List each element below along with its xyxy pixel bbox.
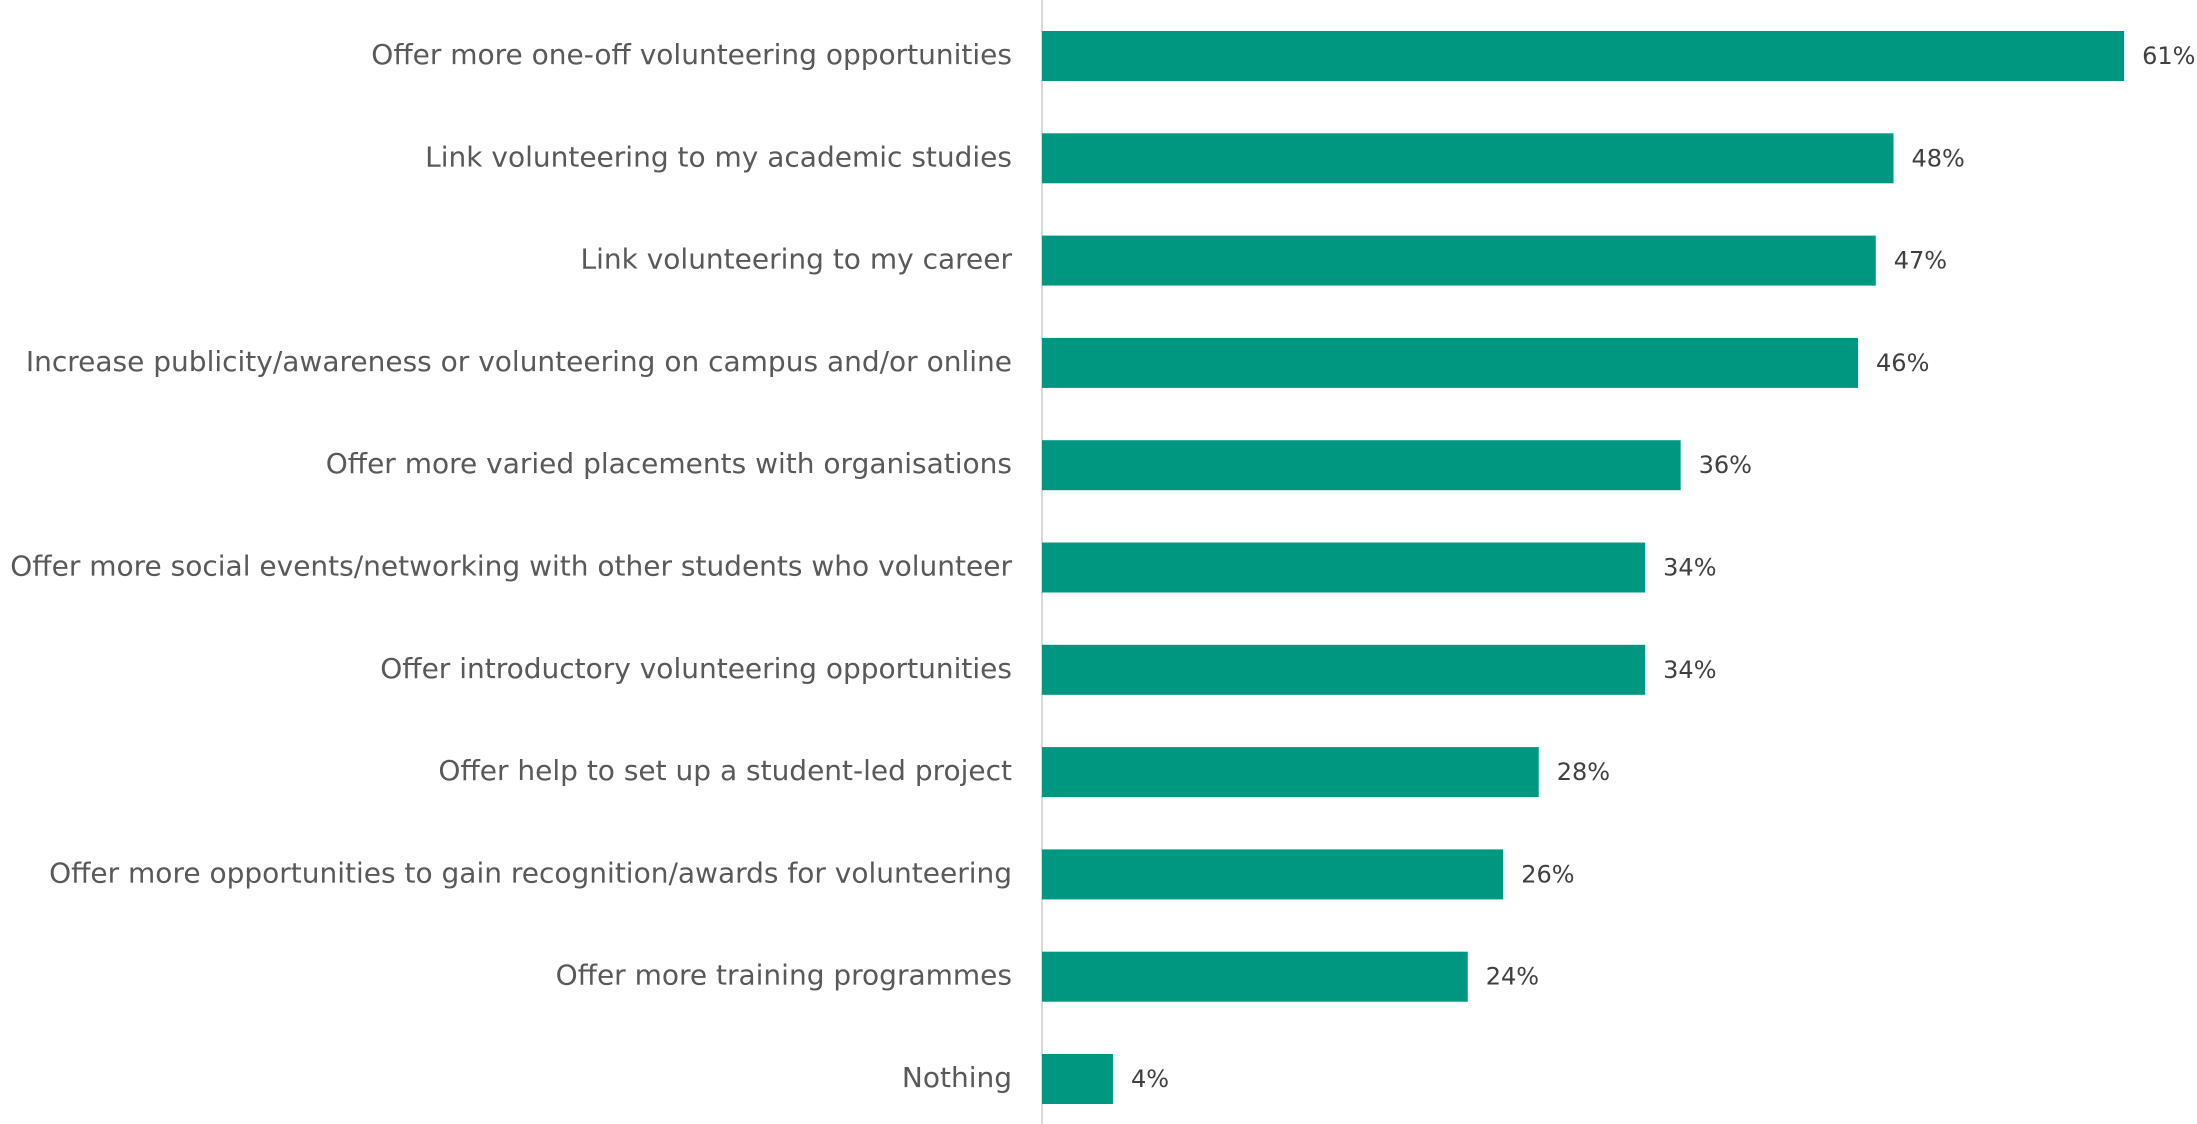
value-label: 34% bbox=[1663, 554, 1716, 582]
value-label: 36% bbox=[1699, 451, 1752, 479]
category-label: Offer introductory volunteering opportun… bbox=[380, 652, 1012, 685]
category-label: Link volunteering to my career bbox=[580, 243, 1012, 276]
value-label: 46% bbox=[1876, 349, 1929, 377]
value-label: 48% bbox=[1912, 144, 1965, 172]
category-label: Nothing bbox=[902, 1061, 1012, 1094]
bar bbox=[1042, 133, 1894, 184]
category-label: Link volunteering to my academic studies bbox=[425, 140, 1012, 173]
bar bbox=[1042, 337, 1859, 388]
category-label: Increase publicity/awareness or voluntee… bbox=[26, 345, 1012, 378]
value-label: 61% bbox=[2142, 42, 2195, 70]
category-label: Offer more one-off volunteering opportun… bbox=[371, 38, 1012, 71]
bar bbox=[1042, 644, 1646, 695]
category-label: Offer more opportunities to gain recogni… bbox=[49, 856, 1012, 889]
category-label: Offer help to set up a student-led proje… bbox=[438, 754, 1012, 787]
category-label: Offer more varied placements with organi… bbox=[326, 447, 1012, 480]
value-label: 34% bbox=[1663, 656, 1716, 684]
value-label: 24% bbox=[1486, 963, 1539, 991]
category-label: Offer more training programmes bbox=[556, 959, 1012, 992]
value-label: 26% bbox=[1521, 860, 1574, 888]
value-label: 47% bbox=[1894, 247, 1947, 275]
category-label: Offer more social events/networking with… bbox=[10, 550, 1012, 583]
bar bbox=[1042, 235, 1876, 286]
bar bbox=[1042, 849, 1504, 900]
bar bbox=[1042, 542, 1646, 593]
bar bbox=[1042, 951, 1468, 1002]
bar bbox=[1042, 1054, 1113, 1104]
bar bbox=[1042, 31, 2125, 81]
value-label: 4% bbox=[1131, 1065, 1169, 1093]
bar bbox=[1042, 440, 1681, 491]
value-label: 28% bbox=[1557, 758, 1610, 786]
bar bbox=[1042, 747, 1539, 798]
